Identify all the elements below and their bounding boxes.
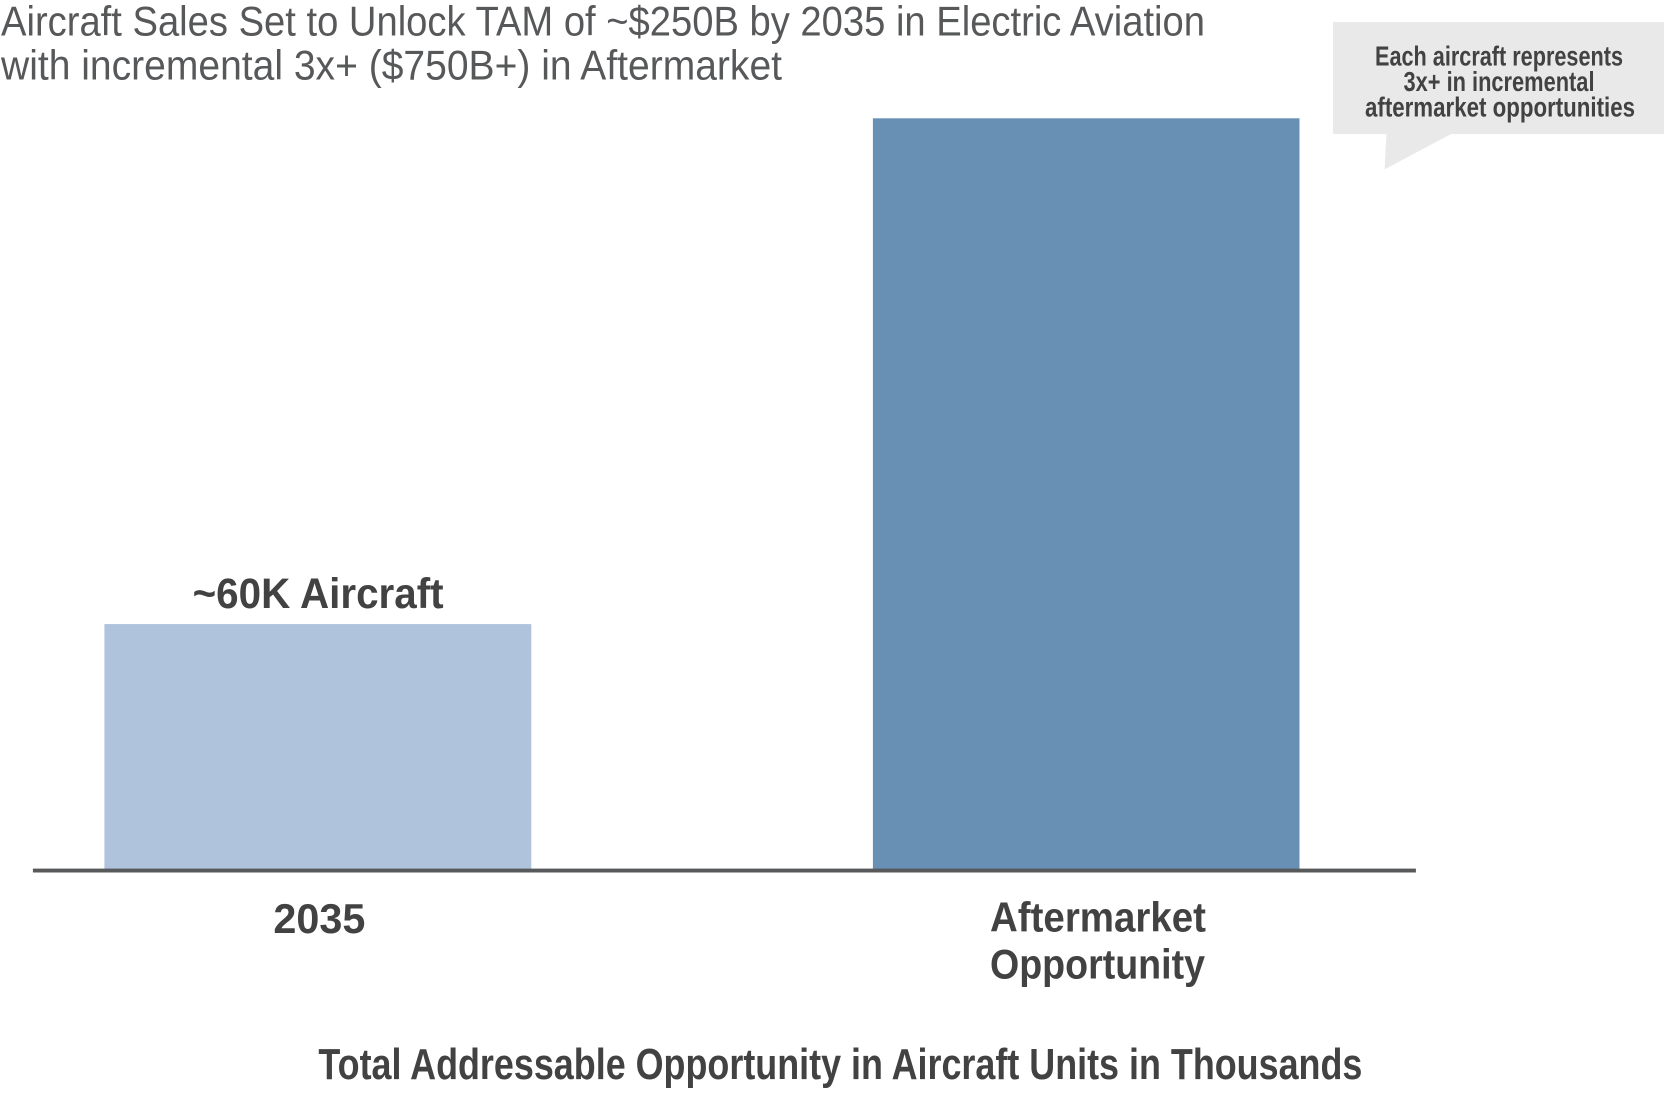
- svg-text:with incremental 3x+ ($750B+): with incremental 3x+ ($750B+) in Afterma…: [0, 42, 782, 89]
- svg-text:Aftermarket: Aftermarket: [990, 894, 1206, 941]
- svg-text:Total Addressable Opportunity: Total Addressable Opportunity in Aircraf…: [318, 1040, 1362, 1089]
- svg-text:Aircraft Sales Set to Unlock T: Aircraft Sales Set to Unlock TAM of ~$25…: [1, 0, 1205, 45]
- svg-text:~60K Aircraft: ~60K Aircraft: [193, 570, 444, 618]
- svg-text:3x+ in incremental: 3x+ in incremental: [1404, 66, 1595, 97]
- svg-text:2035: 2035: [273, 895, 365, 942]
- svg-text:Opportunity: Opportunity: [990, 940, 1206, 987]
- svg-text:aftermarket opportunities: aftermarket opportunities: [1365, 91, 1635, 122]
- svg-text:Each aircraft represents: Each aircraft represents: [1375, 40, 1623, 71]
